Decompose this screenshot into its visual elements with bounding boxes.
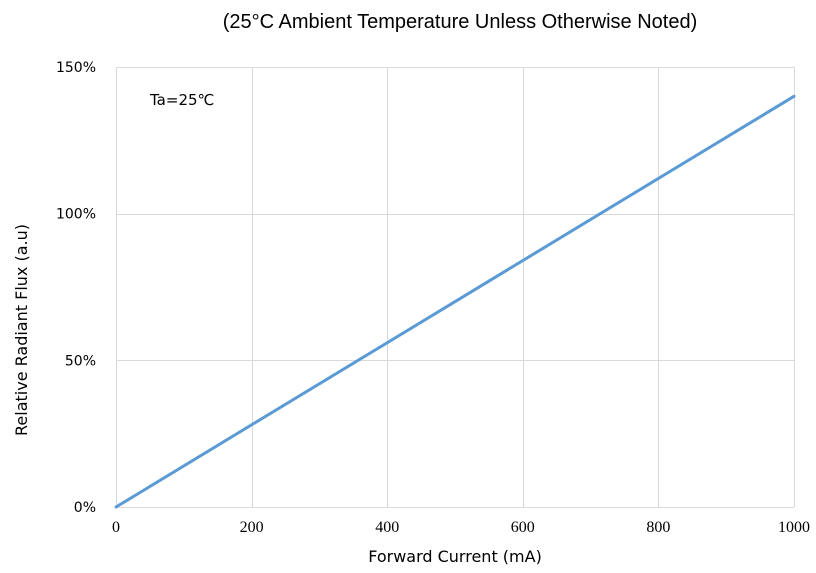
x-tick-label: 600	[511, 519, 535, 536]
x-tick-label: 200	[240, 519, 264, 536]
x-tick-label: 0	[112, 519, 120, 536]
y-tick-label: 50%	[65, 353, 96, 369]
x-tick-label: 1000	[778, 519, 810, 536]
y-tick-label: 150%	[56, 60, 96, 76]
y-tick-label: 0%	[74, 500, 96, 516]
x-tick-label: 800	[646, 519, 670, 536]
series-line-0	[114, 94, 796, 509]
y-axis-label: Relative Radiant Flux (a.u)	[12, 224, 31, 436]
y-tick-label: 100%	[56, 207, 96, 223]
x-axis-label: Forward Current (mA)	[368, 547, 542, 566]
series-layer	[114, 94, 796, 509]
x-tick-label: 400	[375, 519, 399, 536]
y-axis-ticks: 0% 50% 100% 150%	[56, 60, 96, 516]
temperature-annotation: Ta=25℃	[149, 91, 214, 109]
chart-title: (25°C Ambient Temperature Unless Otherwi…	[223, 11, 698, 33]
x-axis-ticks: 0 200 400 600 800 1000	[112, 519, 810, 536]
grid	[116, 67, 795, 508]
